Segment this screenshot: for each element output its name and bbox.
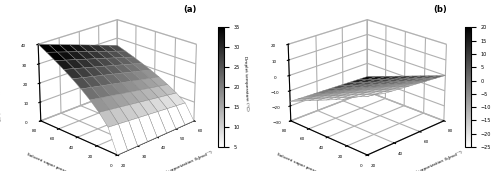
X-axis label: Enthalpy of vaporization (kJmol⁻¹): Enthalpy of vaporization (kJmol⁻¹) [394,150,464,171]
Y-axis label: Solvent vapor pressure (kPa): Solvent vapor pressure (kPa) [276,152,335,171]
X-axis label: Enthalpy of vaporization (kJmol⁻¹): Enthalpy of vaporization (kJmol⁻¹) [144,150,214,171]
Y-axis label: Solvent vapor pressure (kPa): Solvent vapor pressure (kPa) [26,152,85,171]
Text: (b): (b) [434,5,447,14]
Text: (a): (a) [184,5,197,14]
